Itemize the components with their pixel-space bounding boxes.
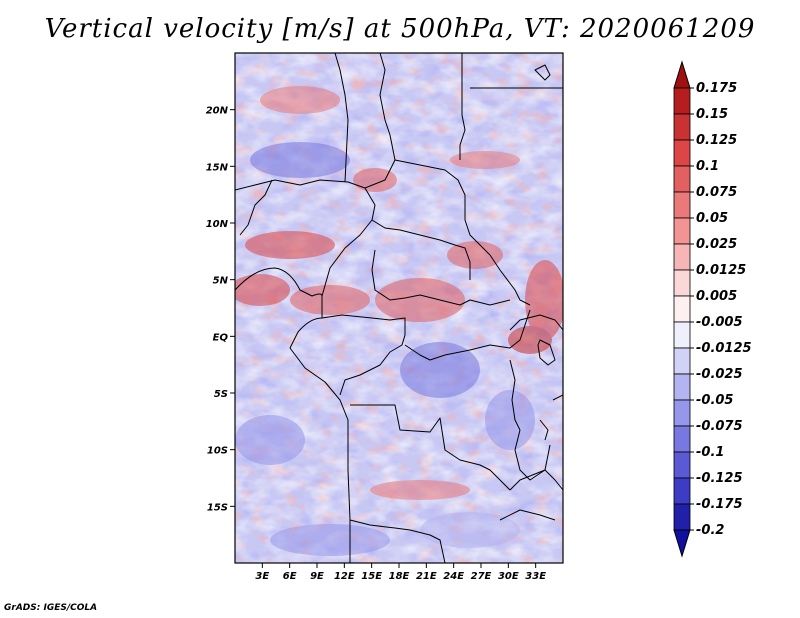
colorbar-swatch (673, 243, 691, 271)
lon-tick-label: 3E (255, 571, 269, 582)
colorbar-swatch (673, 217, 691, 245)
country-borders (235, 53, 563, 563)
colorbar-bottom-arrow (673, 529, 691, 558)
colorbar-swatch (673, 399, 691, 427)
lat-tick-label: 10N (206, 219, 229, 230)
lat-tick-label: EQ (213, 332, 229, 343)
lon-tick-label: 30E (498, 571, 519, 582)
colorbar-label: -0.125 (696, 471, 743, 486)
colorbar-label: 0.15 (696, 107, 728, 122)
velocity-field (235, 53, 563, 563)
lon-tick-label: 24E (443, 571, 464, 582)
colorbar-swatch (673, 269, 691, 297)
lon-tick-label: 12E (334, 571, 355, 582)
lon-tick-label: 18E (389, 571, 410, 582)
colorbar-swatch (673, 295, 691, 323)
colorbar-swatch (673, 165, 691, 193)
lon-tick-label: 6E (283, 571, 297, 582)
lon-tick-label: 21E (416, 571, 437, 582)
colorbar-swatch (673, 139, 691, 167)
colorbar-label: 0.175 (696, 81, 737, 96)
colorbar-label: -0.0125 (696, 341, 752, 356)
colorbar-label: -0.05 (696, 393, 733, 408)
lon-tick-label: 15E (361, 571, 382, 582)
lat-tick-label: 15N (206, 162, 229, 173)
lat-tick-label: 15S (207, 502, 228, 513)
lon-tick-label: 9E (310, 571, 324, 582)
colorbar-label: -0.075 (696, 419, 743, 434)
colorbar-swatch (673, 191, 691, 219)
colorbar-label: 0.125 (696, 133, 737, 148)
colorbar-swatch (673, 451, 691, 479)
colorbar-top-arrow (673, 60, 691, 89)
colorbar-label: -0.2 (696, 523, 724, 538)
colorbar: 0.175 0.15 0.125 0.1 0.075 0.05 0.025 0.0125 0.0… (673, 60, 752, 558)
colorbar-label: 0.0125 (696, 263, 746, 278)
colorbar-label: 0.05 (696, 211, 728, 226)
colorbar-swatch (673, 425, 691, 453)
lat-tick-label: 5S (214, 389, 228, 400)
colorbar-label: -0.025 (696, 367, 743, 382)
chart-title: Vertical velocity [m/s] at 500hPa, VT: 2… (44, 14, 756, 44)
lon-tick-label: 27E (471, 571, 492, 582)
colorbar-swatch (673, 113, 691, 141)
colorbar-label: 0.025 (696, 237, 737, 252)
latitude-axis: 20N 15N 10N 5N EQ 5S 10S 15S (206, 106, 235, 513)
colorbar-swatch (673, 503, 691, 531)
colorbar-label: -0.175 (696, 497, 743, 512)
colorbar-label: 0.075 (696, 185, 737, 200)
credit-text: GrADS: IGES/COLA (4, 603, 98, 613)
colorbar-label: 0.005 (696, 289, 737, 304)
lat-tick-label: 20N (206, 106, 229, 117)
colorbar-swatch (673, 347, 691, 375)
colorbar-label: -0.1 (696, 445, 724, 460)
colorbar-swatch (673, 477, 691, 505)
lat-tick-label: 5N (213, 276, 229, 287)
colorbar-label: 0.1 (696, 159, 719, 174)
lon-tick-label: 33E (525, 571, 546, 582)
colorbar-swatch (673, 321, 691, 349)
lat-tick-label: 10S (207, 446, 228, 457)
colorbar-label: -0.005 (696, 315, 743, 330)
colorbar-swatch (673, 373, 691, 401)
colorbar-swatch (673, 87, 691, 115)
longitude-axis: 3E 6E 9E 12E 15E 18E 21E 24E 27E 30E 33E (255, 563, 546, 582)
